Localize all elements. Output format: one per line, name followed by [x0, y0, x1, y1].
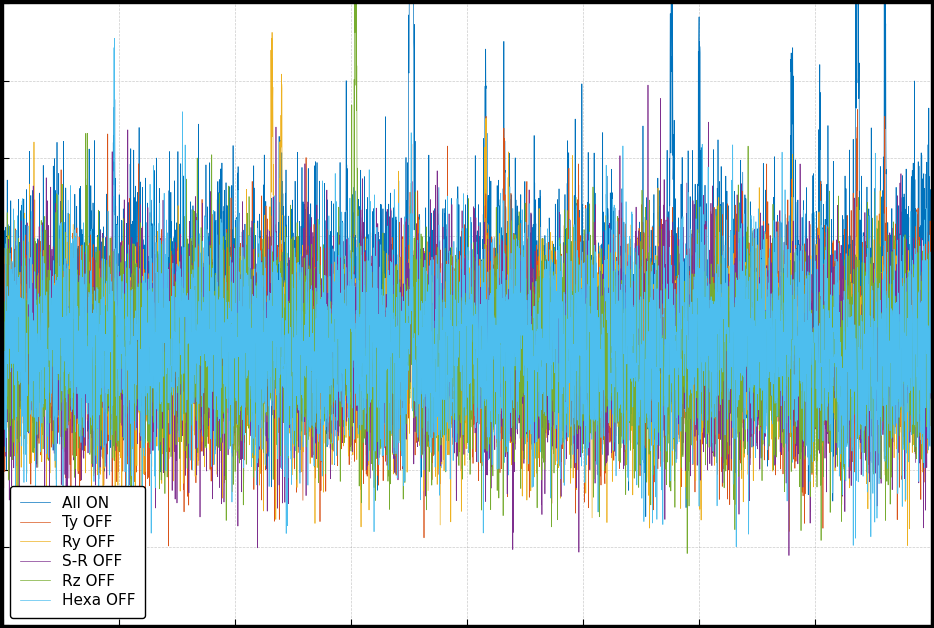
Rz OFF — [690, 323, 701, 331]
Ty OFF — [926, 193, 934, 201]
Hexa OFF — [109, 35, 120, 42]
Line: Ty OFF: Ty OFF — [3, 109, 931, 546]
Ry OFF — [902, 542, 913, 550]
Ty OFF — [554, 430, 565, 437]
All ON — [761, 368, 772, 376]
Hexa OFF — [761, 265, 772, 273]
Ry OFF — [760, 388, 771, 396]
Ty OFF — [852, 106, 863, 113]
Ty OFF — [166, 381, 177, 389]
Rz OFF — [352, 268, 363, 276]
Hexa OFF — [601, 215, 613, 223]
Ry OFF — [352, 406, 363, 413]
Rz OFF — [0, 331, 8, 338]
Ry OFF — [690, 477, 701, 484]
S-R OFF — [760, 371, 771, 379]
Line: S-R OFF: S-R OFF — [3, 85, 931, 556]
Hexa OFF — [690, 249, 701, 257]
Line: Ry OFF: Ry OFF — [3, 33, 931, 546]
All ON — [352, 208, 363, 215]
Rz OFF — [926, 296, 934, 303]
Line: Rz OFF: Rz OFF — [3, 0, 931, 553]
Ry OFF — [601, 394, 613, 401]
S-R OFF — [643, 82, 654, 89]
Hexa OFF — [352, 325, 363, 333]
Ry OFF — [926, 350, 934, 357]
Hexa OFF — [0, 338, 8, 345]
S-R OFF — [784, 552, 795, 560]
Ry OFF — [266, 29, 277, 36]
Line: All ON: All ON — [3, 0, 931, 517]
Hexa OFF — [554, 318, 565, 325]
Hexa OFF — [730, 543, 742, 551]
Ty OFF — [760, 318, 771, 325]
S-R OFF — [0, 261, 8, 268]
S-R OFF — [690, 375, 701, 382]
Ty OFF — [163, 542, 174, 550]
Hexa OFF — [926, 283, 934, 291]
All ON — [0, 210, 8, 217]
Rz OFF — [554, 461, 565, 468]
S-R OFF — [166, 323, 177, 330]
All ON — [601, 281, 613, 288]
Hexa OFF — [166, 327, 177, 335]
Ty OFF — [601, 423, 613, 431]
S-R OFF — [926, 332, 934, 339]
Rz OFF — [601, 357, 613, 365]
Rz OFF — [166, 392, 177, 400]
Ry OFF — [554, 362, 565, 369]
S-R OFF — [352, 406, 363, 414]
Ty OFF — [690, 309, 701, 317]
Ty OFF — [0, 261, 8, 268]
Ty OFF — [352, 361, 363, 369]
Line: Hexa OFF: Hexa OFF — [3, 38, 931, 547]
All ON — [166, 240, 177, 247]
All ON — [554, 312, 565, 320]
All ON — [640, 513, 651, 521]
Ry OFF — [166, 404, 177, 412]
All ON — [926, 216, 934, 224]
Legend: All ON, Ty OFF, Ry OFF, S-R OFF, Rz OFF, Hexa OFF: All ON, Ty OFF, Ry OFF, S-R OFF, Rz OFF,… — [10, 486, 145, 617]
Rz OFF — [761, 348, 772, 355]
Rz OFF — [682, 550, 693, 557]
All ON — [690, 222, 701, 230]
S-R OFF — [554, 208, 565, 216]
Ry OFF — [0, 392, 8, 399]
S-R OFF — [601, 459, 612, 467]
